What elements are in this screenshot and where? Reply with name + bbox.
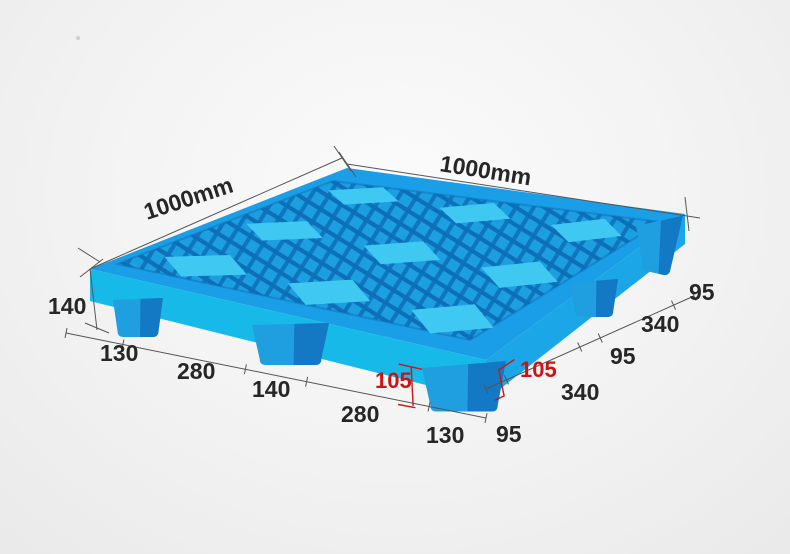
svg-text:130: 130 (426, 422, 464, 448)
svg-text:140: 140 (48, 293, 86, 319)
svg-text:95: 95 (610, 343, 636, 369)
svg-text:130: 130 (100, 340, 138, 366)
svg-text:95: 95 (689, 279, 715, 305)
svg-text:340: 340 (641, 311, 679, 337)
svg-text:95: 95 (496, 421, 522, 447)
svg-text:105: 105 (520, 357, 557, 382)
svg-text:1000mm: 1000mm (141, 172, 237, 225)
svg-text:140: 140 (252, 376, 290, 402)
svg-text:105: 105 (375, 368, 412, 393)
svg-text:280: 280 (341, 401, 379, 427)
svg-text:280: 280 (177, 358, 215, 384)
svg-text:340: 340 (561, 379, 599, 405)
